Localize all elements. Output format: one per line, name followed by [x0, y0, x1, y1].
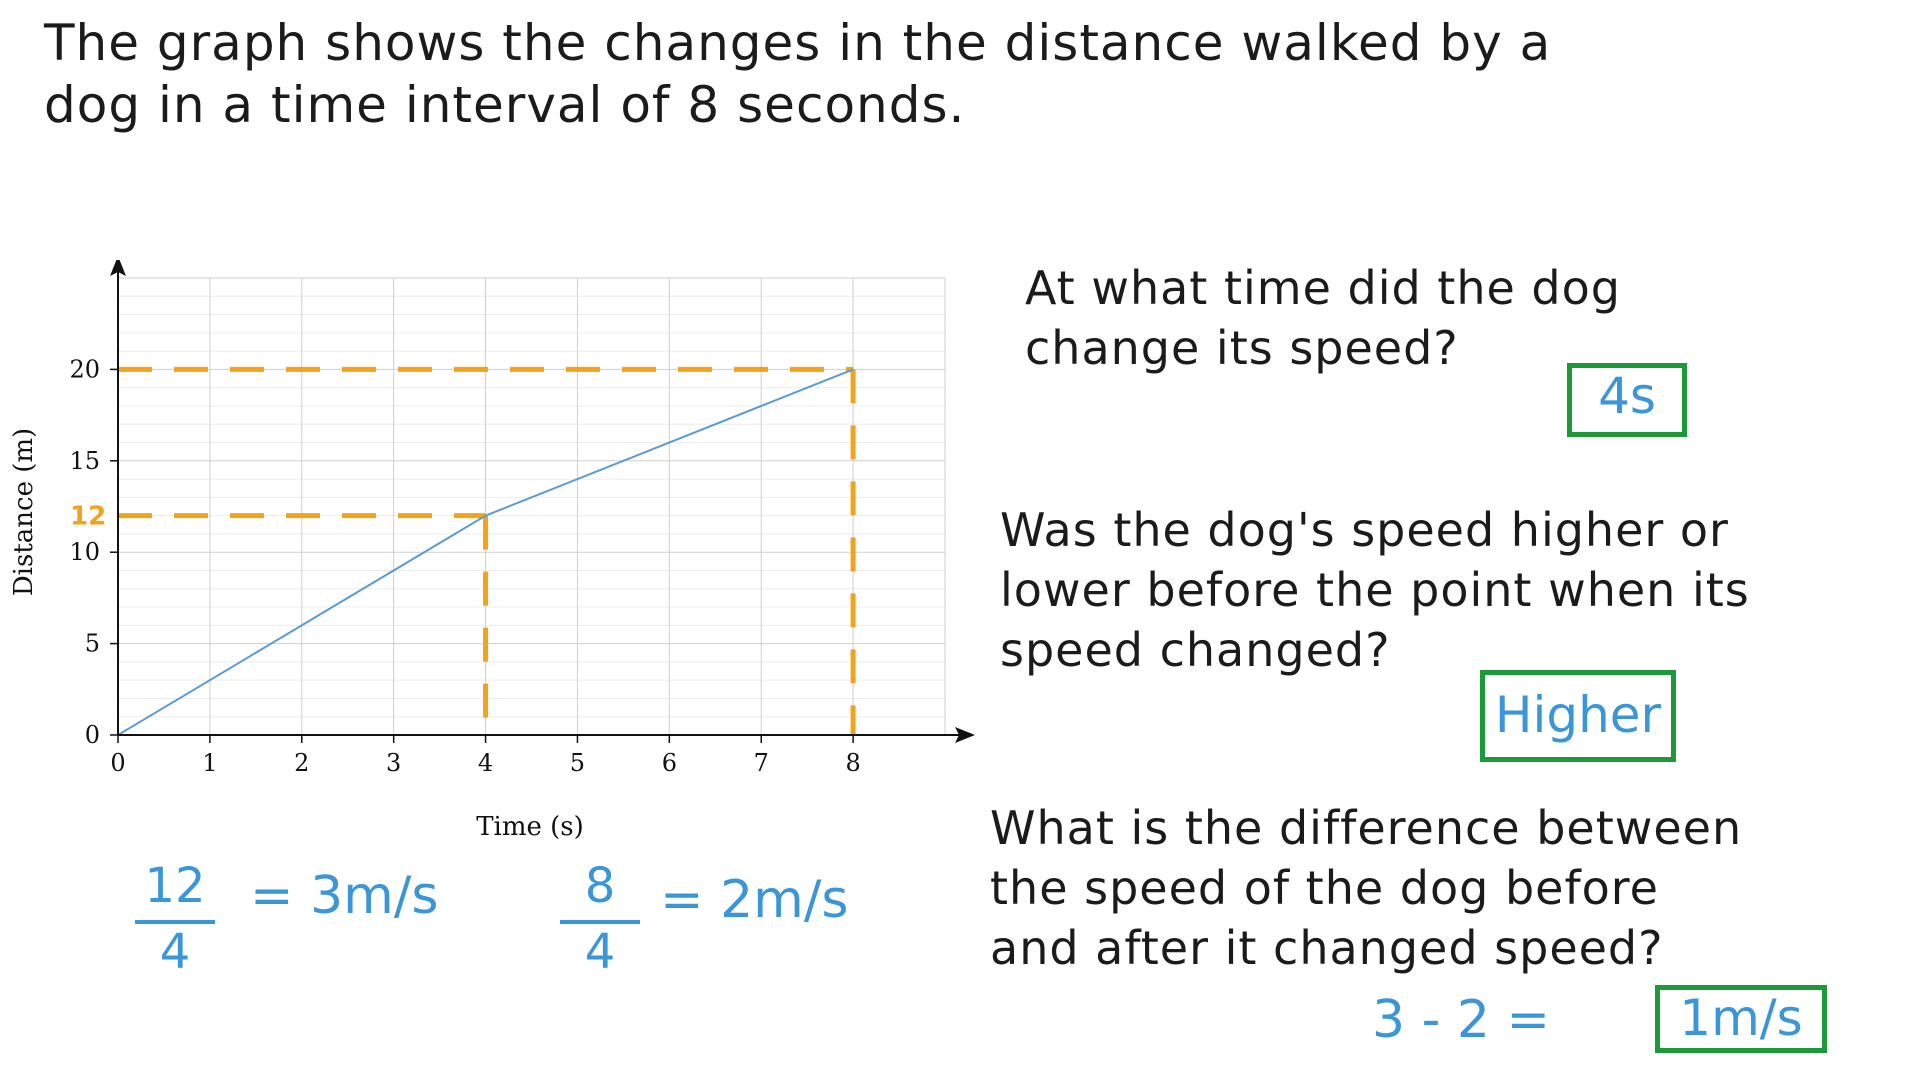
question-3: What is the difference between the speed…: [990, 798, 1742, 978]
question-2-line-2: lower before the point when its: [1000, 563, 1750, 617]
x-tick-label: 5: [570, 749, 585, 777]
y-tick-label: 15: [69, 447, 100, 475]
fraction-bar: [135, 920, 215, 924]
fraction-2-result: = 2m/s: [660, 870, 849, 930]
x-tick-label: 3: [386, 749, 401, 777]
annotation-label-12: 12: [70, 502, 106, 532]
question-1-line-2: change its speed?: [1025, 321, 1459, 375]
fraction-denominator: 4: [159, 924, 191, 980]
question-3-line-1: What is the difference between: [990, 801, 1743, 855]
y-tick-label: 5: [85, 630, 100, 658]
answer-2-box: Higher: [1480, 670, 1676, 762]
x-tick-label: 4: [478, 749, 493, 777]
question-3-line-2: the speed of the dog before: [990, 861, 1659, 915]
x-axis-label: Time (s): [476, 812, 584, 842]
y-axis-arrow-icon: [110, 260, 126, 276]
fraction-1-result: = 3m/s: [250, 866, 439, 926]
question-1: At what time did the dog change its spee…: [1025, 258, 1621, 378]
answer-3-box: 1m/s: [1655, 985, 1827, 1053]
chart-series: [117, 368, 854, 736]
y-tick-label: 0: [85, 721, 100, 749]
question-2-line-1: Was the dog's speed higher or: [1000, 503, 1729, 557]
problem-statement: The graph shows the changes in the dista…: [44, 12, 1551, 136]
difference-calculation: 3 - 2 =: [1372, 990, 1551, 1050]
chart-axes: [110, 260, 975, 743]
question-2: Was the dog's speed higher or lower befo…: [1000, 500, 1750, 680]
y-axis-label: Distance (m): [9, 428, 39, 596]
x-tick-label: 7: [754, 749, 769, 777]
x-tick-label: 8: [845, 749, 860, 777]
x-tick-label: 2: [294, 749, 309, 777]
problem-line-1: The graph shows the changes in the dista…: [44, 14, 1552, 72]
question-1-line-1: At what time did the dog: [1025, 261, 1621, 315]
x-tick-label: 6: [662, 749, 677, 777]
fraction-bar: [560, 920, 640, 924]
x-axis-arrow-icon: [955, 727, 975, 743]
fraction-numerator: 8: [584, 858, 616, 914]
fraction-numerator: 12: [144, 858, 206, 914]
x-tick-label: 0: [110, 749, 125, 777]
fraction-denominator: 4: [584, 924, 616, 980]
question-3-line-3: and after it changed speed?: [990, 921, 1664, 975]
answer-1-box: 4s: [1567, 363, 1687, 437]
x-tick-label: 1: [202, 749, 217, 777]
chart-dashed-guides: [118, 366, 856, 735]
problem-line-2: dog in a time interval of 8 seconds.: [44, 76, 966, 134]
chart-grid: [117, 277, 946, 736]
question-2-line-3: speed changed?: [1000, 623, 1391, 677]
y-tick-label: 20: [69, 355, 100, 383]
y-tick-label: 10: [69, 538, 100, 566]
distance-series-line: [117, 368, 854, 736]
